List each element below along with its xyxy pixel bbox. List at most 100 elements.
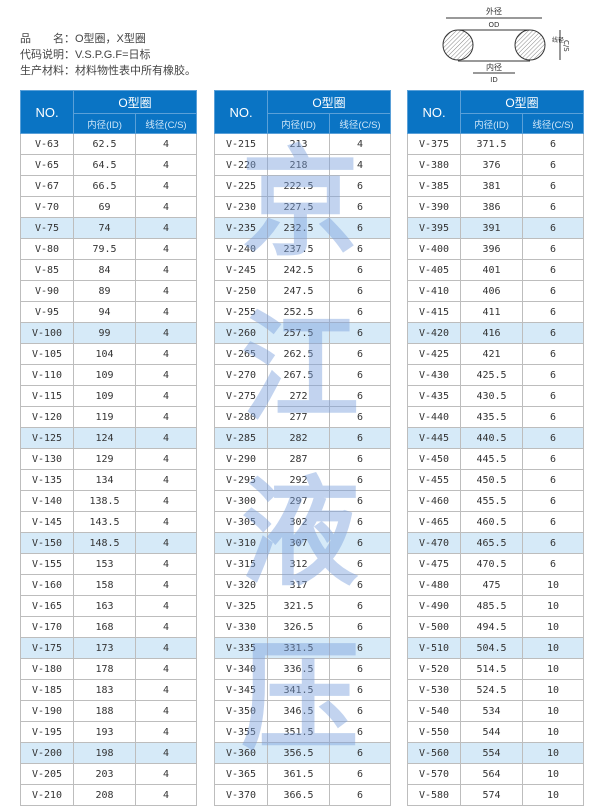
- code-line: 代码说明：V.S.P.G.F=日标: [20, 48, 151, 62]
- table-row: V-85 84 4: [20, 259, 197, 281]
- header-o-ring: O型圈: [460, 90, 584, 114]
- table-row: V-110 109 4: [20, 364, 197, 386]
- cell-no: V-345: [214, 679, 268, 701]
- cell-cs: 6: [522, 511, 584, 533]
- table-row: V-500 494.5 10: [407, 616, 584, 638]
- cell-id: 178: [73, 658, 136, 680]
- cell-cs: 6: [329, 574, 391, 596]
- cell-cs: 10: [522, 721, 584, 743]
- cell-no: V-410: [407, 280, 461, 302]
- cell-cs: 6: [329, 553, 391, 575]
- cell-cs: 4: [135, 616, 197, 638]
- cell-cs: 6: [329, 763, 391, 785]
- cell-id: 494.5: [460, 616, 523, 638]
- table-row: V-310 307 6: [214, 532, 391, 554]
- cell-id: 109: [73, 364, 136, 386]
- cross-section-right: [514, 29, 546, 61]
- cell-no: V-130: [20, 448, 74, 470]
- cell-id: 148.5: [73, 532, 136, 554]
- cell-cs: 10: [522, 784, 584, 806]
- table-row: V-105 104 4: [20, 343, 197, 365]
- table-row: V-550 544 10: [407, 721, 584, 743]
- cell-id: 425.5: [460, 364, 523, 386]
- table-row: V-100 99 4: [20, 322, 197, 344]
- cell-cs: 6: [329, 364, 391, 386]
- id-label: ID: [490, 76, 497, 84]
- cell-id: 544: [460, 721, 523, 743]
- cell-id: 524.5: [460, 679, 523, 701]
- cell-cs: 4: [135, 406, 197, 428]
- table-row: V-245 242.5 6: [214, 259, 391, 281]
- table-row: V-455 450.5 6: [407, 469, 584, 491]
- cell-no: V-185: [20, 679, 74, 701]
- table-row: V-475 470.5 6: [407, 553, 584, 575]
- o-ring-diagram: 外径 OD 线径 C/S 内径 ID: [442, 6, 570, 84]
- cell-id: 371.5: [460, 133, 523, 155]
- cell-no: V-530: [407, 679, 461, 701]
- header-o-ring: O型圈: [267, 90, 391, 114]
- cell-id: 396: [460, 238, 523, 260]
- cell-no: V-500: [407, 616, 461, 638]
- cell-cs: 6: [329, 175, 391, 197]
- cell-id: 134: [73, 469, 136, 491]
- cell-no: V-395: [407, 217, 461, 239]
- cell-no: V-245: [214, 259, 268, 281]
- table-row: V-185 183 4: [20, 679, 197, 701]
- cell-cs: 4: [135, 175, 197, 197]
- cell-id: 277: [267, 406, 330, 428]
- cell-no: V-335: [214, 637, 268, 659]
- material-label: 生产材料：: [20, 64, 75, 77]
- cell-no: V-175: [20, 637, 74, 659]
- cell-id: 450.5: [460, 469, 523, 491]
- cell-id: 89: [73, 280, 136, 302]
- table-row: V-405 401 6: [407, 259, 584, 281]
- table-row: V-375 371.5 6: [407, 133, 584, 155]
- cell-id: 188: [73, 700, 136, 722]
- cell-id: 401: [460, 259, 523, 281]
- cell-cs: 10: [522, 574, 584, 596]
- table-row: V-255 252.5 6: [214, 301, 391, 323]
- cell-cs: 6: [329, 700, 391, 722]
- table-row: V-240 237.5 6: [214, 238, 391, 260]
- cell-no: V-305: [214, 511, 268, 533]
- table-row: V-250 247.5 6: [214, 280, 391, 302]
- cell-id: 247.5: [267, 280, 330, 302]
- cell-cs: 6: [329, 469, 391, 491]
- cell-no: V-550: [407, 721, 461, 743]
- cell-no: V-390: [407, 196, 461, 218]
- cell-cs: 4: [135, 385, 197, 407]
- table-row: V-195 193 4: [20, 721, 197, 743]
- cell-no: V-250: [214, 280, 268, 302]
- cell-id: 504.5: [460, 637, 523, 659]
- table-row: V-410 406 6: [407, 280, 584, 302]
- table-row: V-165 163 4: [20, 595, 197, 617]
- cell-cs: 6: [329, 238, 391, 260]
- cell-cs: 6: [329, 217, 391, 239]
- table-row: V-295 292 6: [214, 469, 391, 491]
- cell-id: 411: [460, 301, 523, 323]
- cell-no: V-330: [214, 616, 268, 638]
- header-no: NO.: [407, 90, 461, 134]
- cell-no: V-115: [20, 385, 74, 407]
- cell-no: V-350: [214, 700, 268, 722]
- table-row: V-210 208 4: [20, 784, 197, 806]
- cell-cs: 4: [135, 637, 197, 659]
- cell-no: V-125: [20, 427, 74, 449]
- cell-no: V-140: [20, 490, 74, 512]
- cell-no: V-320: [214, 574, 268, 596]
- table-row: V-305 302 6: [214, 511, 391, 533]
- cell-cs: 4: [135, 196, 197, 218]
- material-line: 生产材料：材料物性表中所有橡胶。: [20, 64, 196, 78]
- cell-cs: 6: [329, 616, 391, 638]
- cell-id: 153: [73, 553, 136, 575]
- table-row: V-180 178 4: [20, 658, 197, 680]
- header-row: NO. O型圈: [214, 90, 391, 134]
- table-row: V-90 89 4: [20, 280, 197, 302]
- cell-no: V-255: [214, 301, 268, 323]
- cell-no: V-160: [20, 574, 74, 596]
- cell-id: 74: [73, 217, 136, 239]
- cell-no: V-285: [214, 427, 268, 449]
- cell-cs: 4: [135, 595, 197, 617]
- cell-id: 129: [73, 448, 136, 470]
- cell-no: V-205: [20, 763, 74, 785]
